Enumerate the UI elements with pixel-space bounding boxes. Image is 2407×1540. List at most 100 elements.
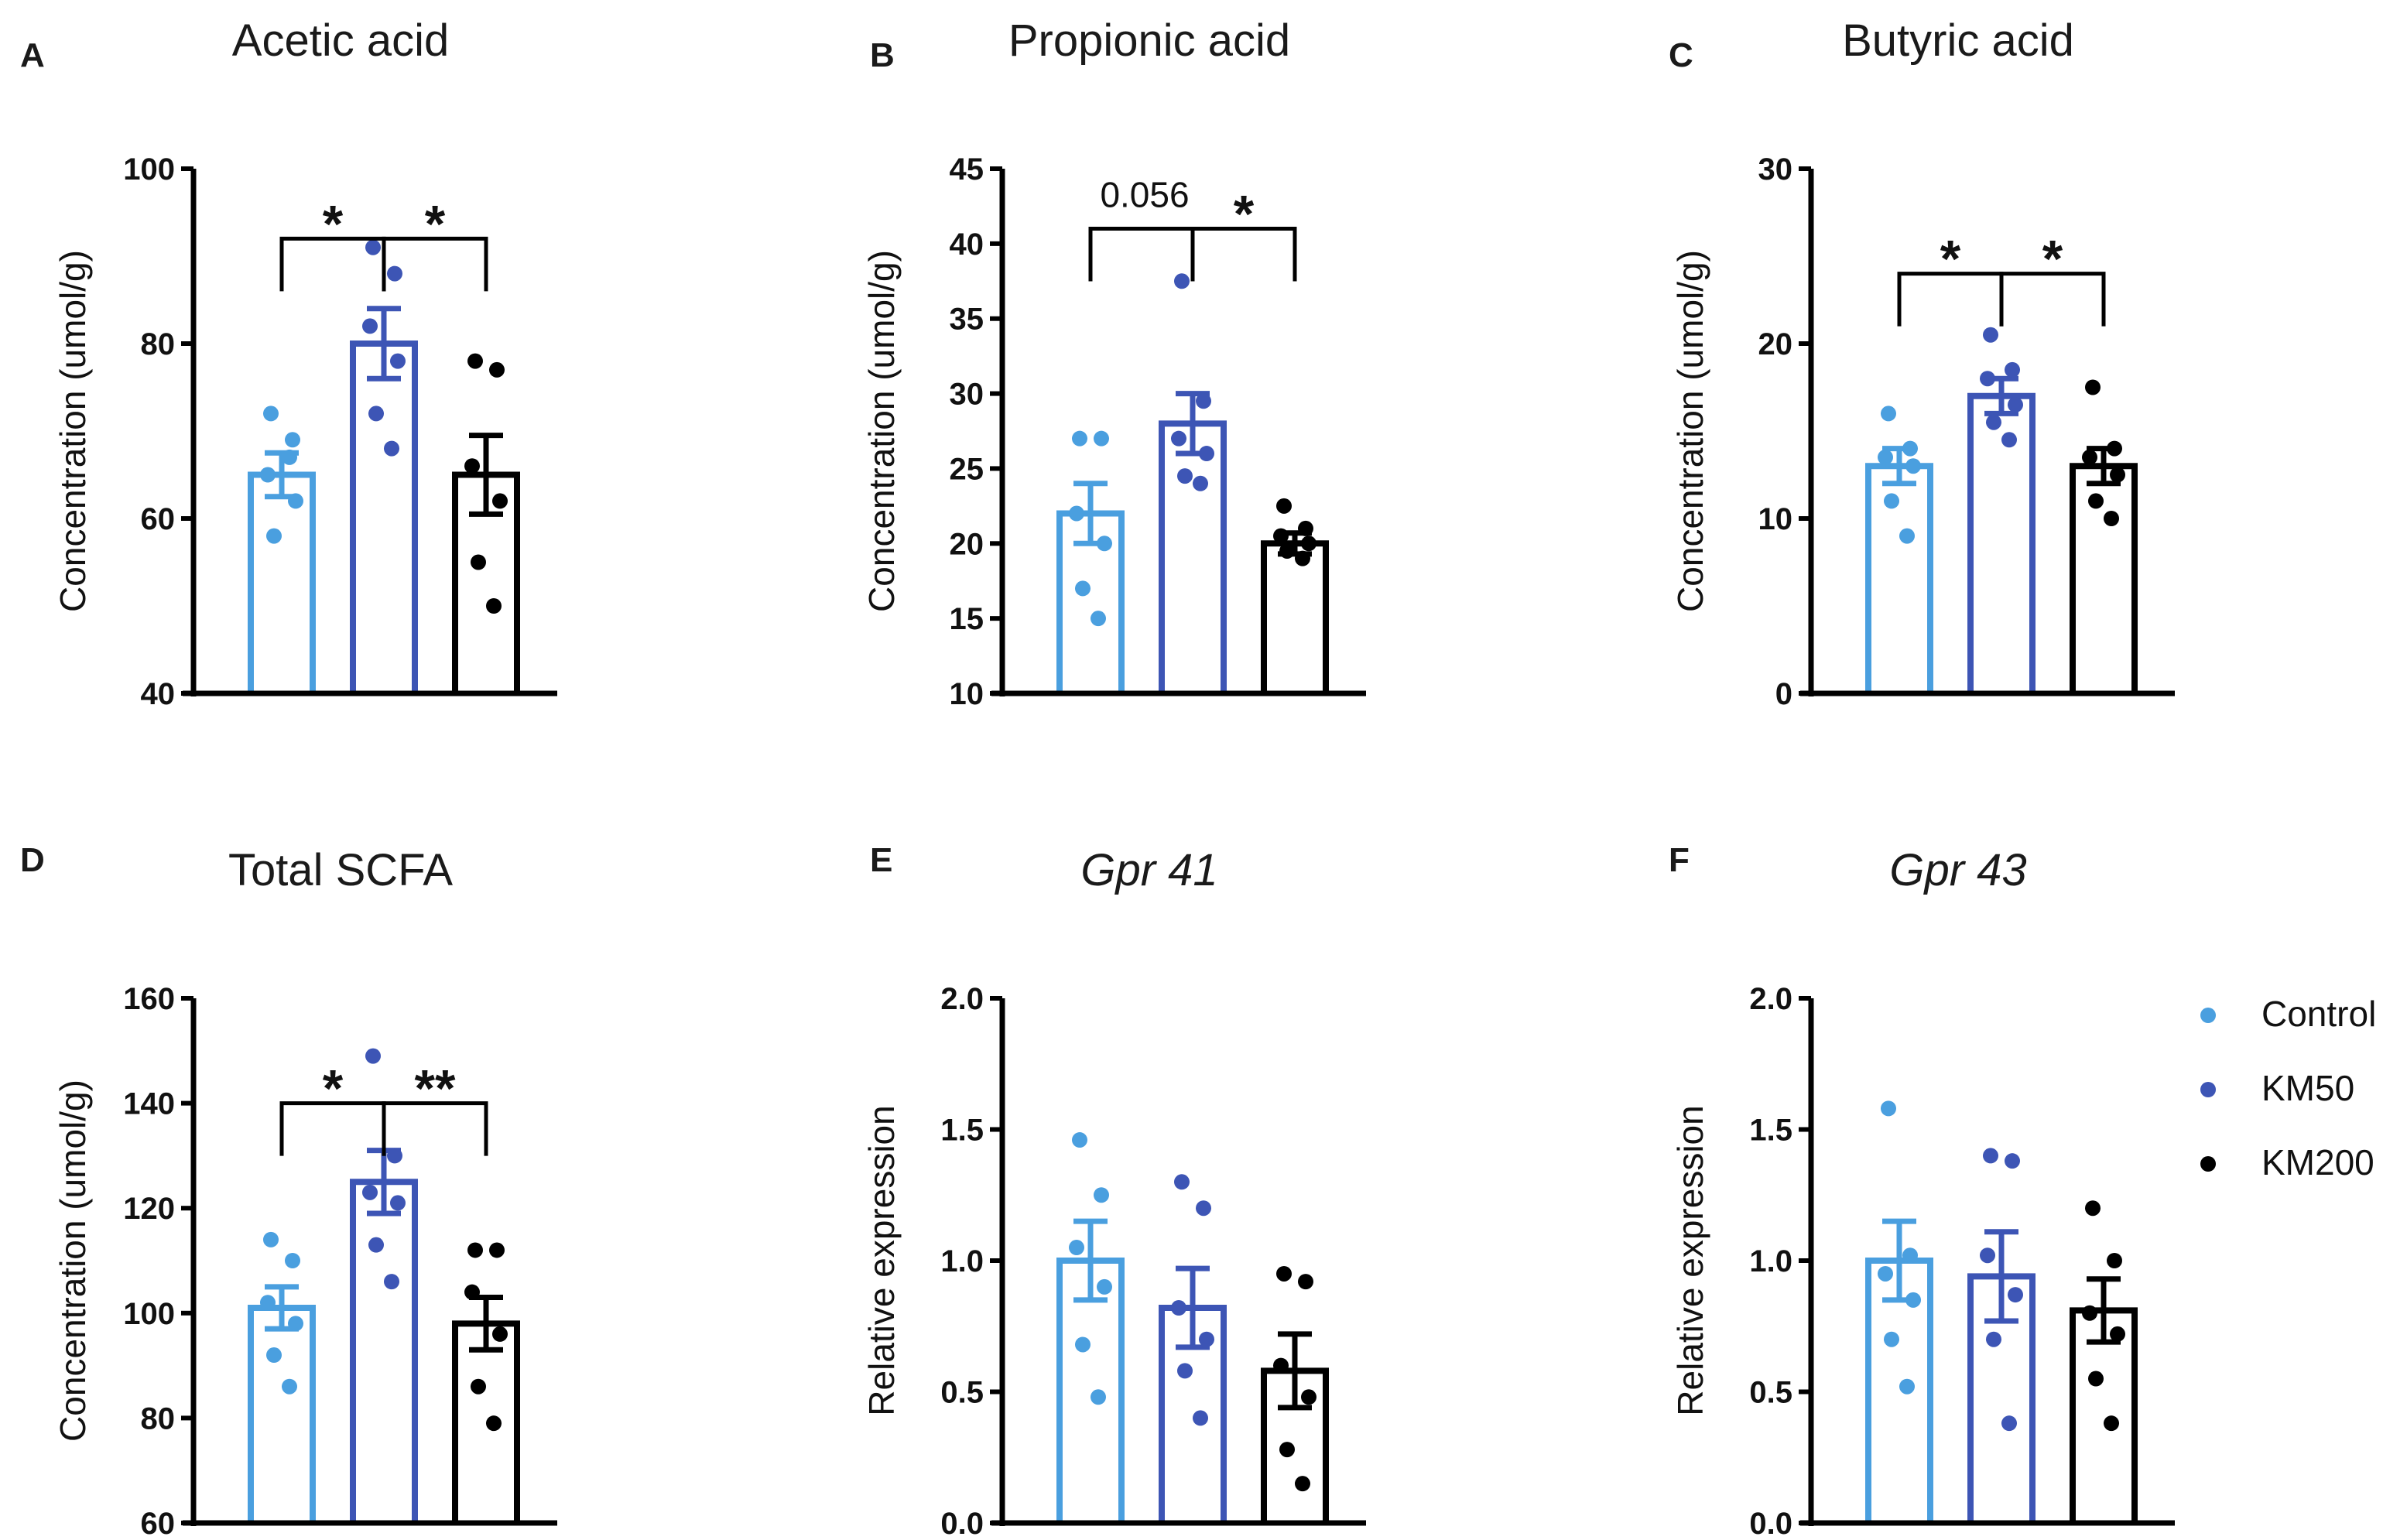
y-axis-label: Concentration (umol/g) xyxy=(861,250,902,612)
y-axis-label: Relative expression xyxy=(1670,1105,1710,1415)
data-point xyxy=(2088,493,2104,509)
panel-letter: E xyxy=(870,841,892,879)
data-point xyxy=(263,1231,279,1247)
chart-title: Butyric acid xyxy=(1842,15,2074,66)
data-point xyxy=(285,432,300,448)
data-point xyxy=(1899,528,1915,544)
panel-e: E Gpr 41 Relative expression 0.0 0.5 1.0 1.5 2.… xyxy=(861,841,1366,1540)
data-point xyxy=(288,1316,303,1332)
data-point xyxy=(1193,475,1208,491)
y-tick-label: 25 xyxy=(950,452,984,486)
data-point xyxy=(1094,430,1109,447)
panel-letter: D xyxy=(20,841,45,879)
y-tick-label: 10 xyxy=(1758,502,1793,536)
bar-km200 xyxy=(2070,463,2138,693)
data-point xyxy=(362,318,378,334)
data-point xyxy=(1069,505,1084,522)
data-point xyxy=(2085,1200,2101,1217)
panel-letter: C xyxy=(1669,36,1693,74)
y-axis-label: Concentration (umol/g) xyxy=(53,1080,93,1442)
y-tick-label: 1.0 xyxy=(1749,1244,1792,1278)
data-point xyxy=(1878,449,1893,465)
data-point xyxy=(1171,430,1186,447)
y-tick-label: 45 xyxy=(950,152,984,187)
bar-km50 xyxy=(1967,392,2036,693)
bar-control xyxy=(248,1305,316,1523)
data-point xyxy=(1301,1389,1316,1405)
data-point xyxy=(390,1195,406,1211)
panel-d: D Total SCFA Concentration (umol/g) 60 80 100… xyxy=(20,841,557,1540)
y-tick-label: 1.0 xyxy=(940,1244,984,1278)
data-point xyxy=(1069,1240,1084,1256)
data-point xyxy=(387,1148,402,1164)
y-tick-label: 20 xyxy=(1758,327,1793,361)
data-point xyxy=(1884,493,1899,509)
y-tick-label: 10 xyxy=(950,677,984,711)
data-point xyxy=(1301,536,1316,552)
data-point xyxy=(384,440,399,457)
data-point xyxy=(1983,327,1998,343)
data-point xyxy=(1986,414,2001,430)
legend-label: Control xyxy=(2261,994,2376,1034)
data-point xyxy=(1097,1278,1112,1295)
data-point xyxy=(1097,536,1112,552)
legend-label: KM50 xyxy=(2261,1068,2354,1108)
data-point xyxy=(1177,1363,1193,1379)
data-point xyxy=(2082,1305,2097,1321)
data-point xyxy=(1091,1389,1106,1405)
data-point xyxy=(1298,1274,1313,1290)
data-point xyxy=(464,1284,480,1300)
legend-marker xyxy=(2200,1008,2216,1023)
data-point xyxy=(2001,1415,2017,1432)
data-point xyxy=(266,528,282,544)
legend: Control KM50 KM200 xyxy=(2200,994,2376,1182)
chart-title: Total SCFA xyxy=(228,845,453,895)
significance-bracket xyxy=(382,236,488,292)
data-point xyxy=(1980,1247,1995,1264)
data-point xyxy=(486,598,502,614)
data-point xyxy=(1884,1331,1899,1347)
data-point xyxy=(282,1378,297,1395)
y-tick-label: 80 xyxy=(141,1401,176,1436)
data-point xyxy=(467,1242,483,1258)
panel-c: C Butyric acid Concentration (umol/g) 0 10 20… xyxy=(1669,15,2175,711)
data-point xyxy=(492,493,508,509)
data-point xyxy=(1881,1100,1896,1117)
data-point xyxy=(471,1378,486,1395)
data-point xyxy=(266,1347,282,1364)
data-point xyxy=(1072,430,1087,447)
data-point xyxy=(1273,528,1289,544)
data-point xyxy=(2088,1371,2104,1387)
significance-label: ** xyxy=(415,1059,456,1118)
y-tick-label: 0.0 xyxy=(940,1507,984,1540)
data-point xyxy=(2107,440,2122,457)
data-point xyxy=(2107,1253,2122,1268)
data-point xyxy=(1174,1174,1190,1190)
data-point xyxy=(1196,1200,1211,1217)
y-tick-label: 30 xyxy=(950,378,984,412)
data-point xyxy=(489,361,505,378)
data-point xyxy=(285,1253,300,1268)
data-point xyxy=(1075,580,1091,597)
significance-label: * xyxy=(2042,230,2063,289)
significance-label: 0.056 xyxy=(1100,174,1189,214)
legend-label: KM200 xyxy=(2261,1142,2374,1182)
panel-letter: A xyxy=(20,36,45,74)
data-point xyxy=(1902,440,1918,457)
data-point xyxy=(2104,1415,2119,1432)
data-point xyxy=(365,1048,381,1064)
panel-letter: B xyxy=(870,36,895,74)
y-tick-label: 2.0 xyxy=(1749,982,1792,1016)
y-tick-label: 0.5 xyxy=(940,1376,984,1410)
data-point xyxy=(1878,1265,1893,1282)
y-tick-label: 100 xyxy=(123,152,175,187)
y-tick-label: 40 xyxy=(141,677,176,711)
y-tick-label: 140 xyxy=(123,1087,175,1121)
y-axis-label: Concentration (umol/g) xyxy=(1670,250,1710,612)
data-point xyxy=(1986,1331,2001,1347)
legend-marker xyxy=(2200,1082,2216,1097)
data-point xyxy=(1177,468,1193,484)
data-point xyxy=(1902,1247,1918,1264)
data-point xyxy=(368,406,384,422)
y-tick-label: 0.0 xyxy=(1749,1507,1792,1540)
